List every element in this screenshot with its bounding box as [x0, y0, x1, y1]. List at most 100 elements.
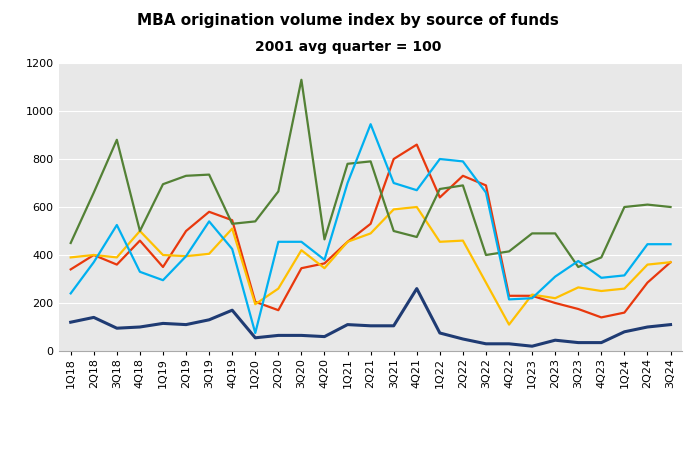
CMBS + Conduits: [528, 343, 537, 349]
Life Ins: [505, 322, 513, 327]
Depositories: [251, 299, 260, 305]
Life Ins: [643, 262, 651, 267]
Investor driven: [459, 159, 467, 164]
Depositories: [320, 261, 329, 266]
Investor driven: [113, 222, 121, 228]
Fannie + Freddie: [528, 231, 537, 236]
Fannie + Freddie: [182, 173, 190, 179]
CMBS + Conduits: [205, 317, 213, 323]
Life Ins: [320, 266, 329, 271]
Life Ins: [366, 231, 374, 236]
Life Ins: [666, 260, 674, 265]
Text: MBA origination volume index by source of funds: MBA origination volume index by source o…: [137, 14, 559, 28]
Life Ins: [413, 204, 421, 210]
Investor driven: [274, 239, 283, 244]
Depositories: [482, 183, 490, 188]
CMBS + Conduits: [505, 341, 513, 346]
Investor driven: [666, 242, 674, 247]
Life Ins: [551, 296, 560, 301]
Depositories: [159, 264, 167, 270]
Fannie + Freddie: [620, 204, 628, 210]
CMBS + Conduits: [297, 333, 306, 338]
Life Ins: [90, 252, 98, 258]
Fannie + Freddie: [251, 219, 260, 224]
CMBS + Conduits: [366, 323, 374, 328]
Depositories: [297, 266, 306, 271]
Fannie + Freddie: [205, 172, 213, 177]
Investor driven: [528, 296, 537, 301]
CMBS + Conduits: [459, 336, 467, 342]
Depositories: [205, 209, 213, 215]
Fannie + Freddie: [343, 161, 351, 166]
CMBS + Conduits: [643, 324, 651, 330]
Life Ins: [182, 253, 190, 259]
Investor driven: [620, 273, 628, 278]
Life Ins: [390, 207, 398, 212]
Life Ins: [297, 248, 306, 253]
Investor driven: [574, 258, 583, 264]
Fannie + Freddie: [297, 77, 306, 82]
Fannie + Freddie: [597, 255, 606, 260]
Fannie + Freddie: [436, 186, 444, 192]
Depositories: [436, 195, 444, 200]
Depositories: [551, 300, 560, 306]
Life Ins: [436, 239, 444, 244]
Investor driven: [90, 260, 98, 265]
CMBS + Conduits: [159, 321, 167, 326]
Investor driven: [551, 274, 560, 279]
Line: Life Ins: Life Ins: [71, 207, 670, 324]
CMBS + Conduits: [574, 340, 583, 345]
Investor driven: [136, 269, 144, 274]
CMBS + Conduits: [620, 329, 628, 334]
Fannie + Freddie: [159, 181, 167, 187]
Fannie + Freddie: [90, 190, 98, 195]
Investor driven: [482, 190, 490, 195]
Investor driven: [67, 291, 75, 296]
Investor driven: [597, 275, 606, 280]
Investor driven: [505, 297, 513, 302]
Fannie + Freddie: [274, 189, 283, 194]
CMBS + Conduits: [551, 338, 560, 343]
Fannie + Freddie: [482, 252, 490, 258]
Investor driven: [228, 246, 237, 252]
Life Ins: [343, 239, 351, 244]
Fannie + Freddie: [366, 159, 374, 164]
Fannie + Freddie: [136, 228, 144, 234]
Life Ins: [274, 286, 283, 291]
Fannie + Freddie: [574, 264, 583, 270]
Fannie + Freddie: [113, 137, 121, 143]
Investor driven: [205, 219, 213, 224]
CMBS + Conduits: [666, 322, 674, 327]
CMBS + Conduits: [182, 322, 190, 327]
Life Ins: [136, 228, 144, 234]
Fannie + Freddie: [551, 231, 560, 236]
Line: CMBS + Conduits: CMBS + Conduits: [71, 288, 670, 346]
Life Ins: [113, 255, 121, 260]
Investor driven: [366, 122, 374, 127]
Life Ins: [528, 292, 537, 297]
CMBS + Conduits: [482, 341, 490, 346]
Fannie + Freddie: [666, 204, 674, 210]
Life Ins: [205, 251, 213, 256]
Depositories: [597, 315, 606, 320]
Depositories: [113, 262, 121, 267]
Text: 2001 avg quarter = 100: 2001 avg quarter = 100: [255, 40, 441, 54]
Depositories: [136, 238, 144, 243]
Depositories: [182, 228, 190, 234]
Investor driven: [390, 180, 398, 186]
Depositories: [620, 310, 628, 315]
Line: Depositories: Depositories: [71, 144, 670, 317]
Depositories: [528, 293, 537, 298]
Depositories: [274, 307, 283, 313]
Investor driven: [320, 257, 329, 262]
Investor driven: [182, 253, 190, 259]
Depositories: [343, 239, 351, 244]
Fannie + Freddie: [413, 234, 421, 240]
Depositories: [228, 217, 237, 223]
Investor driven: [413, 188, 421, 193]
Depositories: [366, 221, 374, 226]
Depositories: [390, 156, 398, 162]
Depositories: [67, 267, 75, 272]
Legend: CMBS + Conduits, Depositories, Life Ins, Fannie + Freddie, Investor driven: CMBS + Conduits, Depositories, Life Ins,…: [66, 449, 675, 450]
Fannie + Freddie: [643, 202, 651, 207]
